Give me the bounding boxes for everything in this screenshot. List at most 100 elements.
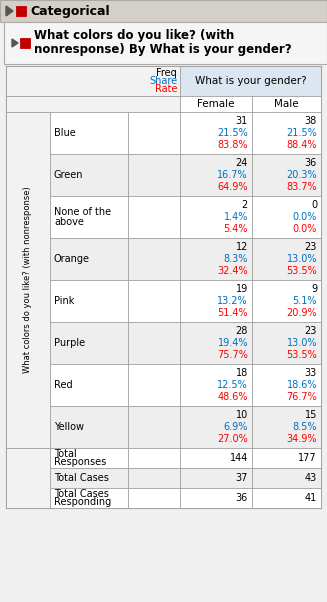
Bar — [252, 448, 321, 468]
Bar — [128, 322, 180, 364]
Bar — [180, 488, 252, 508]
Text: 36: 36 — [305, 158, 317, 168]
Bar — [180, 112, 252, 154]
Text: 18: 18 — [236, 368, 248, 378]
Text: 19.4%: 19.4% — [217, 338, 248, 348]
Text: 19: 19 — [236, 284, 248, 294]
Bar — [252, 238, 321, 280]
Text: None of the: None of the — [54, 207, 111, 217]
Text: 33: 33 — [305, 368, 317, 378]
Text: 13.2%: 13.2% — [217, 296, 248, 306]
Text: 43: 43 — [305, 473, 317, 483]
Bar — [180, 154, 252, 196]
Text: 15: 15 — [305, 410, 317, 420]
Bar — [180, 96, 252, 112]
Text: Total: Total — [54, 449, 77, 459]
Text: 32.4%: 32.4% — [217, 266, 248, 276]
Text: 5.1%: 5.1% — [292, 296, 317, 306]
Text: 0.0%: 0.0% — [293, 224, 317, 234]
Text: 23: 23 — [305, 242, 317, 252]
Text: Green: Green — [54, 170, 83, 180]
Bar — [180, 280, 252, 322]
Text: 1.4%: 1.4% — [224, 212, 248, 222]
Text: Blue: Blue — [54, 128, 76, 138]
Text: Total Cases: Total Cases — [54, 473, 109, 483]
Text: 48.6%: 48.6% — [217, 392, 248, 402]
Bar — [4, 22, 327, 64]
Bar — [128, 364, 180, 406]
Bar — [6, 112, 50, 448]
Bar — [252, 196, 321, 238]
Text: Red: Red — [54, 380, 73, 390]
Text: 18.6%: 18.6% — [286, 380, 317, 390]
Bar — [128, 154, 180, 196]
Text: 9: 9 — [311, 284, 317, 294]
Text: 21.5%: 21.5% — [286, 128, 317, 138]
Text: 6.9%: 6.9% — [224, 422, 248, 432]
Bar — [50, 488, 128, 508]
Text: Orange: Orange — [54, 254, 90, 264]
Text: Freq: Freq — [156, 68, 177, 78]
Bar — [128, 196, 180, 238]
Text: Responses: Responses — [54, 457, 106, 467]
Text: Female: Female — [197, 99, 235, 109]
Text: 34.9%: 34.9% — [286, 434, 317, 444]
Bar — [180, 196, 252, 238]
Bar — [128, 280, 180, 322]
Text: 75.7%: 75.7% — [217, 350, 248, 360]
Text: 12.5%: 12.5% — [217, 380, 248, 390]
Bar — [20, 38, 30, 48]
Text: Male: Male — [274, 99, 299, 109]
Text: 23: 23 — [305, 326, 317, 336]
Bar — [0, 0, 327, 22]
Bar — [180, 448, 252, 468]
Bar — [6, 66, 321, 508]
Bar — [252, 112, 321, 154]
Text: 36: 36 — [236, 493, 248, 503]
Bar — [252, 96, 321, 112]
Text: 53.5%: 53.5% — [286, 350, 317, 360]
Text: 16.7%: 16.7% — [217, 170, 248, 180]
Text: 5.4%: 5.4% — [223, 224, 248, 234]
Text: 13.0%: 13.0% — [286, 254, 317, 264]
Bar — [180, 406, 252, 448]
Text: 88.4%: 88.4% — [286, 140, 317, 150]
Text: 20.9%: 20.9% — [286, 308, 317, 318]
Bar — [6, 66, 180, 96]
Text: Pink: Pink — [54, 296, 74, 306]
Bar — [50, 448, 128, 468]
Bar — [128, 488, 180, 508]
Bar — [6, 448, 50, 508]
Bar — [180, 364, 252, 406]
Text: 177: 177 — [298, 453, 317, 463]
Text: 13.0%: 13.0% — [286, 338, 317, 348]
Text: above: above — [54, 217, 84, 227]
Bar — [180, 468, 252, 488]
Text: Yellow: Yellow — [54, 422, 84, 432]
Bar — [16, 6, 26, 16]
Text: 0: 0 — [311, 200, 317, 210]
Text: 83.8%: 83.8% — [217, 140, 248, 150]
Text: 28: 28 — [236, 326, 248, 336]
Text: 10: 10 — [236, 410, 248, 420]
Bar — [128, 406, 180, 448]
Bar — [50, 364, 128, 406]
Text: 2: 2 — [242, 200, 248, 210]
Text: Responding: Responding — [54, 497, 111, 507]
Bar — [50, 154, 128, 196]
Text: Purple: Purple — [54, 338, 85, 348]
Text: 8.5%: 8.5% — [292, 422, 317, 432]
Text: 41: 41 — [305, 493, 317, 503]
Text: 20.3%: 20.3% — [286, 170, 317, 180]
Bar — [128, 448, 180, 468]
Text: nonresponse) By What is your gender?: nonresponse) By What is your gender? — [34, 43, 292, 57]
Bar — [180, 322, 252, 364]
Bar — [252, 280, 321, 322]
Bar — [50, 280, 128, 322]
Text: 24: 24 — [236, 158, 248, 168]
Text: 144: 144 — [230, 453, 248, 463]
Text: 8.3%: 8.3% — [224, 254, 248, 264]
Bar — [252, 322, 321, 364]
Bar — [50, 406, 128, 448]
Text: What colors do you like? (with nonresponse): What colors do you like? (with nonrespon… — [24, 187, 32, 373]
